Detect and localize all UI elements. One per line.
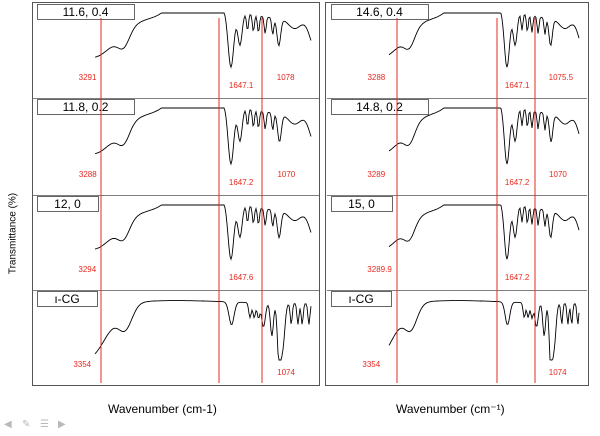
spectrum-panel-left-2: 3294 1647.6 12, 0 bbox=[33, 195, 319, 282]
spectrum-trace bbox=[388, 12, 580, 68]
peak-label: 3289.9 bbox=[367, 265, 392, 274]
spectrum-panel-left-0: 3291 1647.1 1078 11.6, 0.4 bbox=[37, 4, 312, 90]
peak-label: 1070 bbox=[549, 170, 567, 179]
spectrum-panel-right-3: 3354 1074 ı-CG bbox=[327, 290, 587, 377]
peak-label: 3291 bbox=[79, 73, 97, 82]
peak-label: 3288 bbox=[79, 170, 97, 179]
menu-icon[interactable]: ☰ bbox=[40, 419, 49, 430]
panel-title: 15, 0 bbox=[348, 197, 375, 211]
peak-label: 1078 bbox=[277, 73, 295, 82]
right-column-frame bbox=[325, 2, 589, 386]
peak-label: 1647.2 bbox=[505, 178, 530, 187]
next-arrow-icon[interactable]: ▶ bbox=[58, 419, 66, 430]
peak-label: 1074 bbox=[549, 368, 567, 377]
panel-title: 12, 0 bbox=[54, 197, 81, 211]
peak-label: 1647.2 bbox=[505, 273, 530, 282]
spectrum-trace bbox=[388, 107, 580, 165]
peak-label: 1647.6 bbox=[229, 273, 254, 282]
x-axis-label-right: Wavenumber (cm⁻¹) bbox=[396, 402, 505, 416]
y-axis-label: Transmittance (%) bbox=[7, 192, 19, 275]
panel-title: ı-CG bbox=[348, 292, 373, 306]
panel-title-box bbox=[37, 291, 98, 307]
spectrum-trace bbox=[94, 107, 312, 166]
peak-label: 3289 bbox=[367, 170, 385, 179]
panel-title: 11.6, 0.4 bbox=[63, 5, 109, 19]
peak-label: 3354 bbox=[73, 360, 91, 369]
panel-title: 11.8, 0.2 bbox=[63, 100, 109, 114]
spectrum-trace bbox=[388, 204, 580, 260]
panel-title-box bbox=[331, 196, 393, 212]
panel-title: 14.6, 0.4 bbox=[356, 5, 403, 19]
peak-label: 1647.2 bbox=[229, 178, 254, 187]
spectrum-trace bbox=[388, 300, 580, 361]
spectrum-panel-right-0: 3288 1647.1 1075.5 14.6, 0.4 bbox=[331, 4, 580, 90]
peak-label: 1647.1 bbox=[229, 81, 254, 90]
panel-title-box bbox=[37, 4, 135, 20]
spectrum-panel-left-3: 3354 1074 ı-CG bbox=[33, 290, 319, 377]
panel-title: ı-CG bbox=[54, 292, 79, 306]
peak-label: 3354 bbox=[362, 360, 380, 369]
peak-label: 1074 bbox=[277, 368, 295, 377]
spectrum-trace bbox=[94, 300, 312, 361]
peak-label: 1647.1 bbox=[505, 81, 530, 90]
panel-title-box bbox=[37, 99, 135, 115]
peak-label: 1075.5 bbox=[549, 73, 574, 82]
panel-title-box bbox=[331, 291, 392, 307]
peak-label: 3294 bbox=[78, 265, 96, 274]
panel-title: 14.8, 0.2 bbox=[356, 100, 403, 114]
spectrum-panel-right-1: 3289 1647.2 1070 14.8, 0.2 bbox=[327, 98, 587, 187]
spectrum-trace bbox=[94, 204, 312, 261]
peak-label: 1070 bbox=[277, 170, 295, 179]
spectrum-panel-right-2: 3289.9 1647.2 15, 0 bbox=[327, 195, 587, 282]
panel-title-box bbox=[331, 99, 429, 115]
peak-label: 3288 bbox=[367, 73, 385, 82]
prev-arrow-icon[interactable]: ◀ bbox=[4, 419, 12, 430]
pen-icon[interactable]: ✎ bbox=[22, 419, 31, 430]
left-column-frame bbox=[32, 2, 320, 386]
spectrum-panel-left-1: 3288 1647.2 1070 11.8, 0.2 bbox=[33, 98, 319, 187]
panel-title-box bbox=[331, 4, 429, 20]
panel-title-box bbox=[37, 196, 99, 212]
x-axis-label-left: Wavenumber (cm-1) bbox=[108, 402, 217, 416]
spectrum-trace bbox=[94, 12, 312, 69]
